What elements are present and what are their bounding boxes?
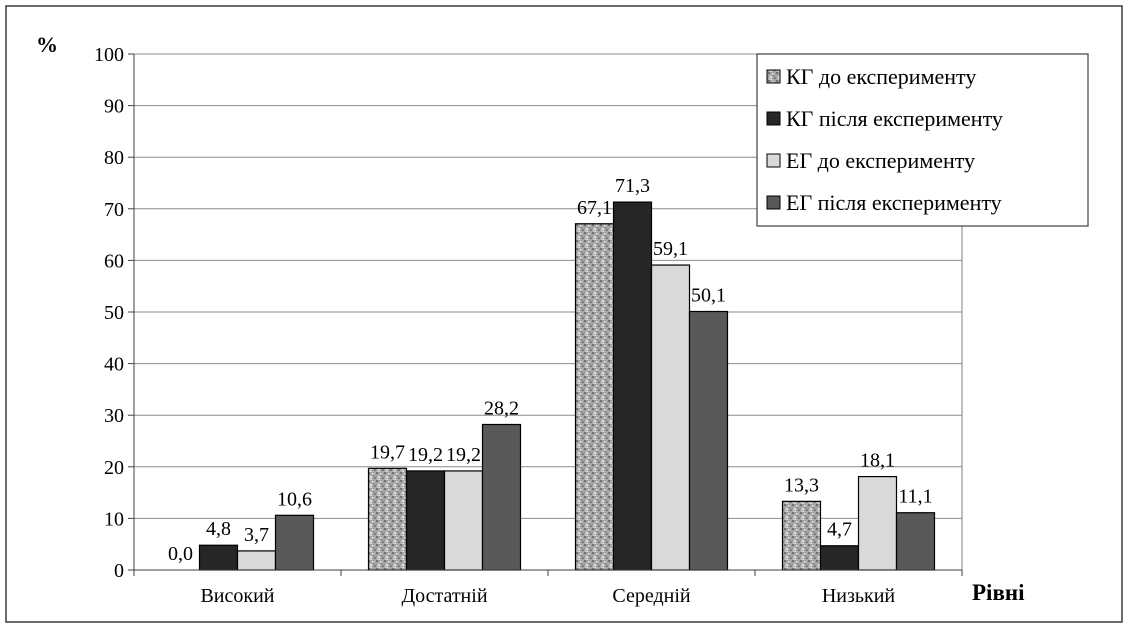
- data-label: 19,7: [370, 441, 405, 463]
- data-label: 3,7: [244, 524, 269, 546]
- y-tick-label: 100: [94, 44, 124, 66]
- legend-swatch-kg-after: [766, 111, 781, 126]
- legend-label-eg-after: ЕГ після експерименту: [786, 190, 1002, 215]
- y-tick-label: 0: [114, 560, 124, 582]
- x-category-label: Достатній: [401, 585, 487, 607]
- bar: [895, 512, 936, 571]
- x-category-label: Середній: [612, 585, 691, 607]
- legend-label-kg-before: КГ до експерименту: [786, 64, 976, 89]
- bar: [405, 470, 446, 571]
- legend-label-eg-before: ЕГ до експерименту: [786, 148, 975, 173]
- data-label: 4,7: [827, 519, 852, 541]
- legend: КГ до експерименту КГ після експерименту…: [756, 53, 1089, 227]
- bar: [236, 550, 277, 571]
- bar: [612, 201, 653, 571]
- data-label: 71,3: [615, 175, 650, 197]
- legend-swatch-eg-before: [766, 153, 781, 168]
- data-label: 19,2: [408, 444, 443, 466]
- data-label: 13,3: [784, 474, 819, 496]
- data-label: 50,1: [691, 284, 726, 306]
- legend-swatch-kg-before: [766, 69, 781, 84]
- data-label: 0,0: [168, 543, 193, 565]
- data-label: 11,1: [898, 486, 932, 508]
- x-axis-label: Рівні: [972, 580, 1025, 605]
- bar: [857, 476, 898, 571]
- y-tick-label: 90: [104, 96, 124, 118]
- bar: [574, 223, 615, 571]
- bar: [819, 545, 860, 571]
- bar: [198, 544, 239, 571]
- bar: [781, 500, 822, 571]
- y-tick-label: 70: [104, 199, 124, 221]
- legend-label-kg-after: КГ після експерименту: [786, 106, 1003, 131]
- x-category-label: Низький: [822, 585, 896, 607]
- data-label: 10,6: [277, 488, 312, 510]
- bar: [443, 470, 484, 571]
- data-label: 18,1: [860, 450, 895, 472]
- data-labels: 0,04,8 3,710,619,7 19,2 19,228,267,171,359,…: [168, 175, 933, 565]
- y-tick-label: 10: [104, 508, 124, 530]
- bars: [198, 201, 936, 571]
- data-label: 19,2: [446, 444, 481, 466]
- y-tick-label: 30: [104, 405, 124, 427]
- y-tick-label: 20: [104, 457, 124, 479]
- y-axis-ticks: 0 10 20 30 40 50 60 70 80 90 100: [94, 44, 134, 582]
- y-tick-label: 80: [104, 147, 124, 169]
- data-label: 4,8: [206, 518, 231, 540]
- bar: [274, 514, 315, 571]
- legend-box: [756, 53, 1089, 227]
- data-label: 28,2: [484, 397, 519, 419]
- bar: [367, 467, 408, 571]
- y-tick-label: 40: [104, 354, 124, 376]
- y-tick-label: 60: [104, 250, 124, 272]
- y-tick-label: 50: [104, 302, 124, 324]
- bar: [650, 264, 691, 571]
- legend-swatch-eg-after: [766, 195, 781, 210]
- bar: [481, 423, 522, 571]
- x-axis-categories: Високий Достатній Середній Низький: [133, 570, 963, 607]
- x-category-label: Високий: [200, 585, 274, 607]
- data-label: 67,1: [577, 197, 612, 219]
- y-axis-label: %: [36, 32, 58, 57]
- data-label: 59,1: [653, 238, 688, 260]
- bar: [688, 310, 729, 571]
